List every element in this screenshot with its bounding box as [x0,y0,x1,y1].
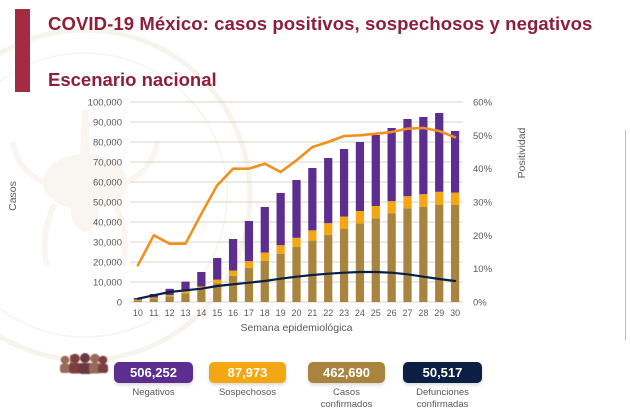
svg-text:0%: 0% [473,298,487,309]
svg-text:10,000: 10,000 [93,278,122,289]
svg-text:70,000: 70,000 [93,158,122,169]
svg-text:12: 12 [165,308,175,318]
svg-text:30: 30 [450,308,460,318]
svg-text:20%: 20% [473,231,493,242]
svg-text:14: 14 [196,308,206,318]
svg-text:25: 25 [371,308,381,318]
svg-text:30%: 30% [473,198,493,209]
svg-text:60,000: 60,000 [93,178,122,189]
svg-text:15: 15 [212,308,222,318]
svg-text:40,000: 40,000 [93,218,122,229]
svg-text:30,000: 30,000 [93,238,122,249]
svg-text:27: 27 [402,308,412,318]
svg-text:60%: 60% [473,98,493,109]
svg-text:29: 29 [434,308,444,318]
svg-text:20,000: 20,000 [93,258,122,269]
svg-text:50,000: 50,000 [93,198,122,209]
svg-text:10: 10 [133,308,143,318]
svg-text:21: 21 [307,308,317,318]
svg-text:50%: 50% [473,131,493,142]
svg-text:13: 13 [180,308,190,318]
svg-text:100,000: 100,000 [88,98,122,109]
svg-text:80,000: 80,000 [93,138,122,149]
svg-text:22: 22 [323,308,333,318]
svg-text:17: 17 [244,308,254,318]
svg-text:28: 28 [418,308,428,318]
svg-text:20: 20 [291,308,301,318]
svg-text:10%: 10% [473,264,493,275]
svg-text:16: 16 [228,308,238,318]
svg-text:11: 11 [149,308,158,318]
svg-text:90,000: 90,000 [93,118,122,129]
svg-text:18: 18 [260,308,270,318]
svg-text:40%: 40% [473,164,493,175]
svg-text:19: 19 [276,308,286,318]
svg-text:26: 26 [387,308,397,318]
svg-text:0: 0 [117,298,122,309]
svg-text:24: 24 [355,308,365,318]
svg-text:23: 23 [339,308,349,318]
